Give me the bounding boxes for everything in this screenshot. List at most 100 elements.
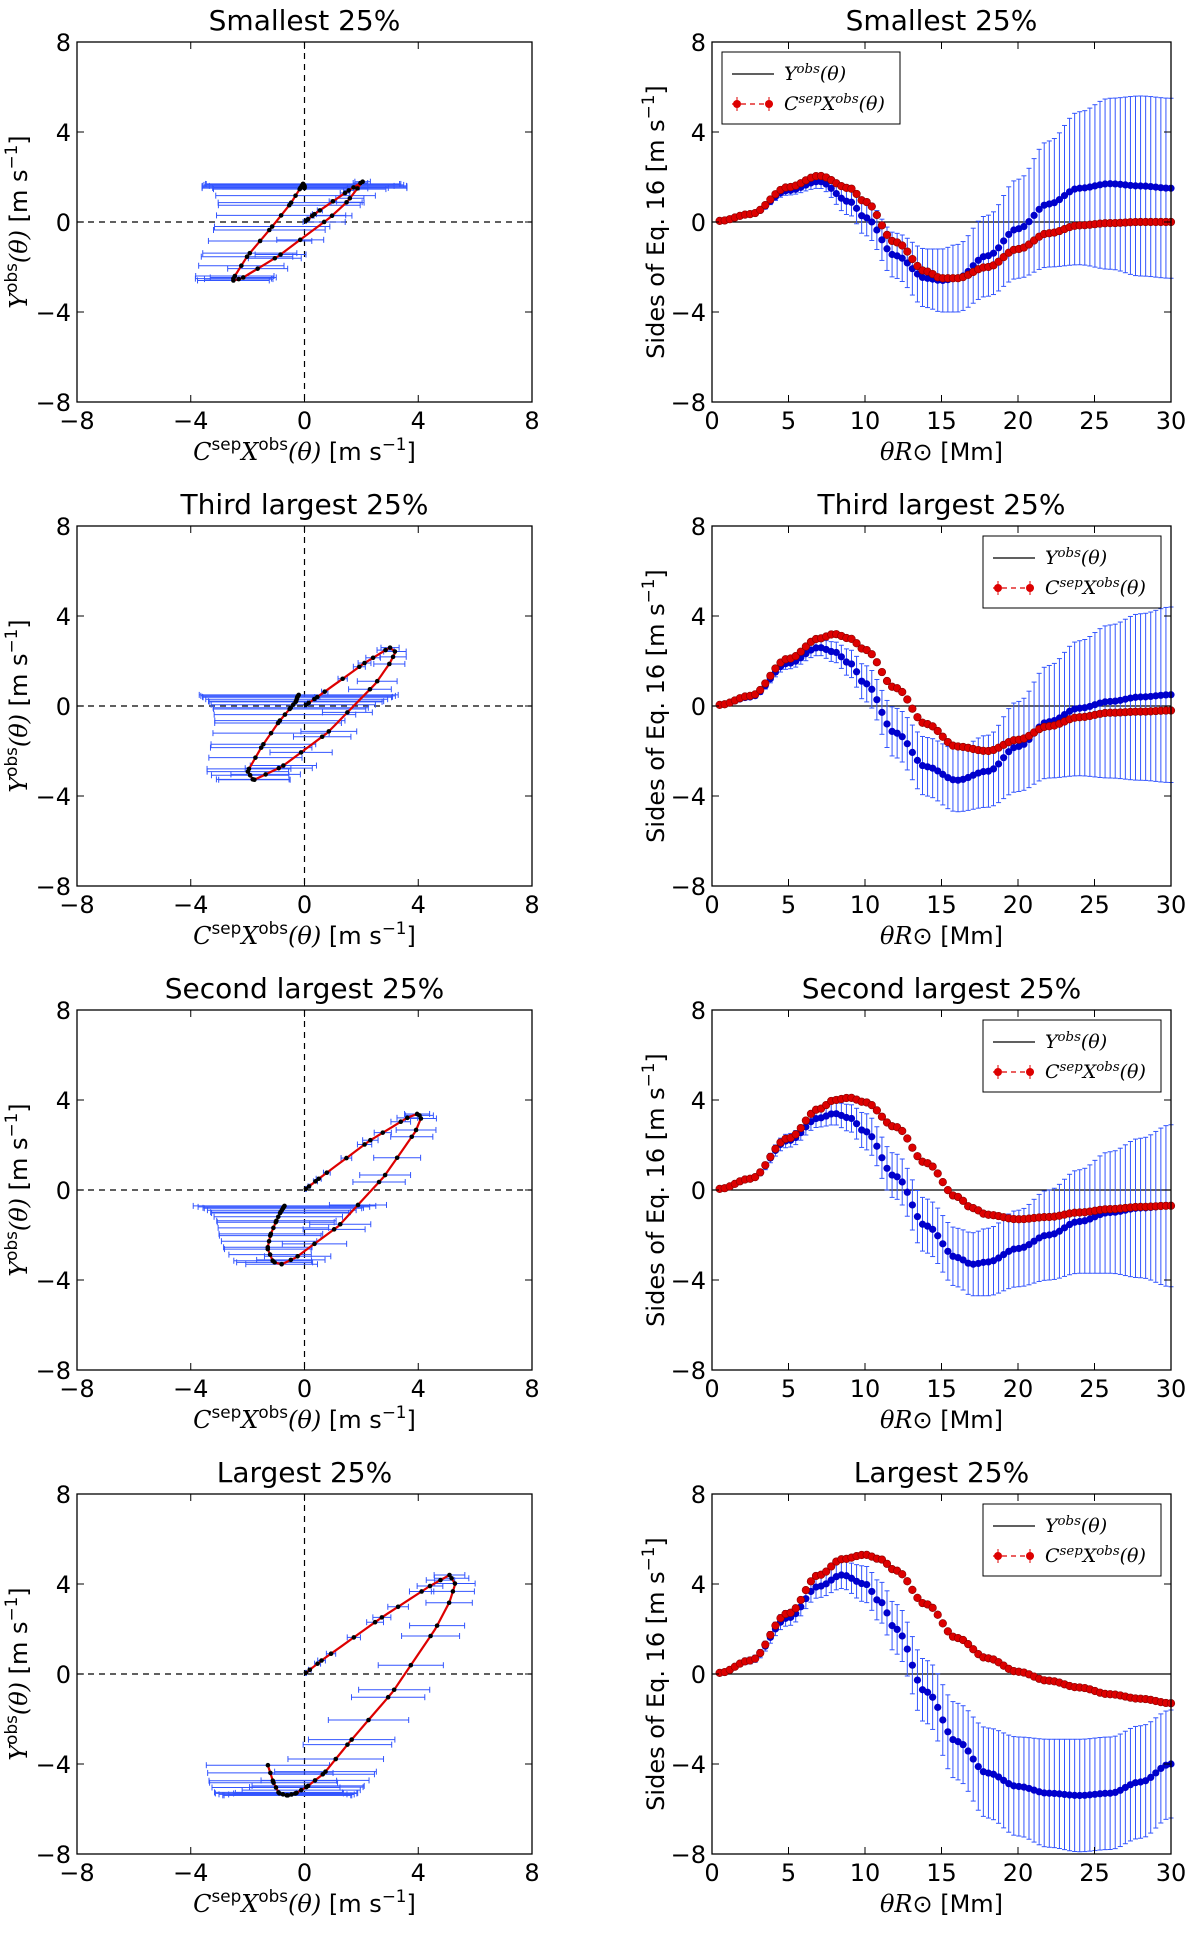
y-series-point [994,244,1003,252]
y-tick-label: −8 [36,873,71,901]
x-series-point [766,1152,775,1161]
data-point [316,1176,322,1182]
x-series-points [715,1093,1176,1224]
data-point [355,186,360,191]
x-tick-label: 0 [704,1859,719,1887]
y-series-point [974,256,982,264]
x-tick-label: 25 [1079,407,1110,435]
x-tick-label: 20 [1003,1375,1034,1403]
data-point [408,1662,414,1668]
data-point [333,1756,339,1762]
x-series-point [801,642,810,651]
data-point [279,1261,284,1267]
y-series-point [868,685,876,693]
data-point [317,208,323,213]
x-tick-label: 10 [850,1375,881,1403]
left-panel-2: Third largest 25% −8 −4 0 4 8 −8 −4 0 4 8 CsepXobs(… [1,488,540,950]
x-series-point [882,676,892,686]
x-tick-label: 15 [926,407,957,435]
data-point [360,179,365,185]
y-series-point [994,1254,1003,1262]
y-tick-label: 4 [691,1087,706,1115]
data-point [427,1583,433,1589]
y-series-point [1005,748,1013,756]
legend-label-x: CsepXobs(θ) [1045,1544,1146,1568]
data-point [272,255,278,261]
y-tick-label: 0 [691,209,706,237]
y-series-point [847,198,856,206]
y-series-point [883,1164,891,1172]
y-series-point [863,214,871,222]
data-point [344,1155,349,1161]
y-tick-label: −8 [671,1357,706,1385]
x-series-point [928,722,937,731]
x-series-point [898,687,907,697]
x-series-point [766,671,775,680]
data-point [303,1670,309,1676]
right-panel-3: Second largest 25% 0 5 10 15 20 25 30 −8 −4 0 4 8 θR⊙… [638,972,1186,1434]
data-point [391,1687,397,1693]
x-series-point [938,732,947,741]
x-series-point [806,1577,816,1586]
data-point [312,1241,317,1247]
x-tick-label: −8 [59,891,94,919]
data-point [278,252,283,257]
x-tick-label: −4 [173,1375,208,1403]
legend-box [982,535,1162,609]
y-tick-label: 0 [56,1661,71,1689]
data-point [268,1770,273,1776]
data-point [273,1785,279,1790]
data-point [240,275,246,280]
data-point [438,1577,443,1583]
y-tick-label: 8 [56,513,71,541]
y-tick-label: −8 [36,1357,71,1385]
x-tick-label: 8 [524,407,539,435]
data-point [280,1792,286,1797]
y-tick-label: −8 [36,389,71,417]
y-tick-label: −4 [671,783,706,811]
data-point [267,1252,273,1257]
y-series-point [878,708,886,716]
y-series-point [1142,1777,1150,1785]
y-series-point [868,218,876,226]
y-tick-label: 4 [56,1571,71,1599]
x-series-point [938,1619,947,1628]
y-series-point [903,740,911,748]
y-tick-label: −8 [36,1841,71,1869]
x-tick-label: 30 [1156,891,1187,919]
data-point [263,772,268,777]
left-panel-3: Second largest 25% −8 −4 0 4 8 −8 −4 0 4 8 CsepXobs… [1,972,540,1434]
data-point [288,1257,294,1263]
data-point [376,1179,382,1185]
data-point [324,1170,330,1175]
data-point [379,1615,385,1620]
y-series-point [827,1576,835,1584]
data-point [281,763,286,768]
y-series-point [1106,180,1114,188]
y-series-point [878,1154,886,1162]
right-x-axis-label: θR⊙ [Mm] [880,1890,1003,1918]
data-point [276,1790,281,1795]
y-series-point [827,1110,835,1118]
parametric-points [265,1111,424,1267]
y-series-point [868,1587,876,1596]
right-x-axis-label: θR⊙ [Mm] [880,1406,1003,1434]
y-series-points [716,1571,1175,1800]
x-tick-label: 0 [704,407,719,435]
x-tick-label: 5 [781,407,796,435]
right-x-axis-label: θR⊙ [Mm] [880,922,1003,950]
x-series-point [908,704,917,713]
y-tick-label: −4 [671,1267,706,1295]
parametric-points [231,179,365,283]
data-point [345,1742,350,1747]
x-tick-label: 0 [297,1375,312,1403]
y-series-point [959,1741,967,1749]
data-point [246,766,252,772]
y-series-point [837,653,845,661]
x-series-point [933,1169,942,1178]
legend-label-x: CsepXobs(θ) [1045,1060,1146,1084]
x-series-point [877,1112,887,1121]
data-point [450,1589,456,1594]
data-point [418,1116,424,1121]
